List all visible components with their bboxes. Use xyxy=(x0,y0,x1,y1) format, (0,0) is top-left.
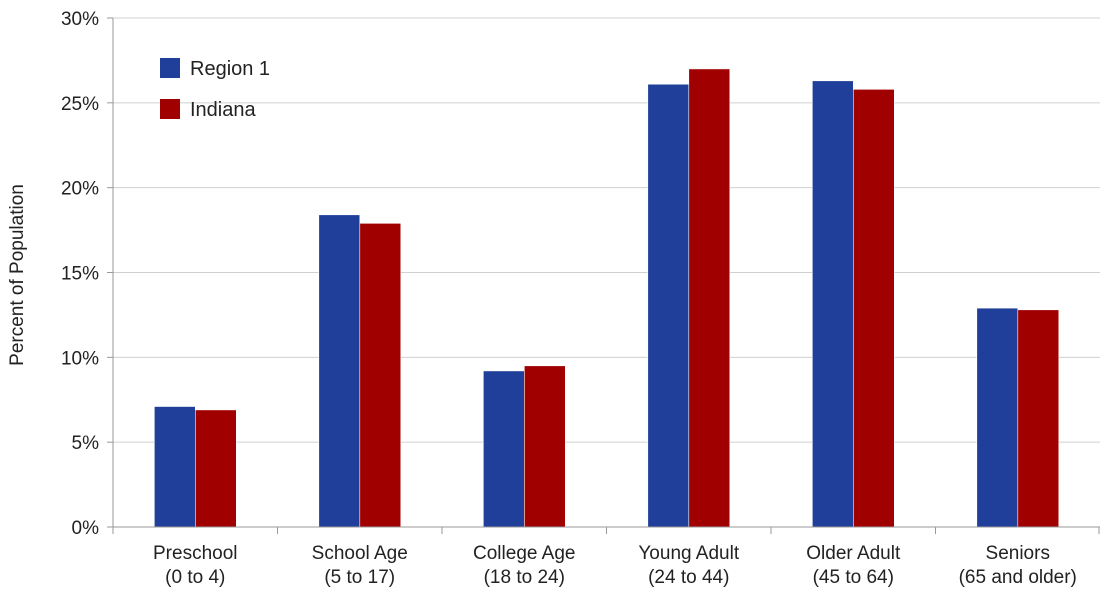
bar-indiana xyxy=(359,223,402,528)
x-category-label: College Age (18 to 24) xyxy=(473,543,575,588)
x-category-label: School Age (5 to 17) xyxy=(312,543,408,588)
bar-region-1 xyxy=(154,406,196,528)
x-category-label: Older Adult (45 to 64) xyxy=(806,543,901,588)
bar-indiana xyxy=(852,89,895,528)
y-tick-label: 10% xyxy=(61,348,99,369)
bar-indiana xyxy=(195,409,237,528)
x-category-label: Seniors (65 and older) xyxy=(959,543,1077,588)
y-tick-label: 5% xyxy=(72,433,100,454)
legend-swatch xyxy=(160,99,180,119)
axes xyxy=(112,18,1100,534)
bar-indiana xyxy=(1017,309,1060,528)
y-tick-label: 25% xyxy=(61,94,99,115)
y-tick-label: 0% xyxy=(72,518,100,539)
y-tick-label: 15% xyxy=(61,264,99,285)
x-category-label: Young Adult (24 to 44) xyxy=(638,543,739,588)
bars xyxy=(154,68,1060,528)
y-tick-label: 30% xyxy=(61,9,99,30)
legend-label: Region 1 xyxy=(190,58,270,80)
legend-swatch xyxy=(160,58,180,78)
x-category-label: Preschool (0 to 4) xyxy=(153,543,238,588)
bar-region-1 xyxy=(318,214,361,528)
y-tick-label: 20% xyxy=(61,179,99,200)
y-axis-ticks: 0% 5% 10% 15% 20% 25% 30% xyxy=(61,9,113,539)
bar-indiana xyxy=(688,68,731,528)
legend-label: Indiana xyxy=(190,99,256,121)
bar-region-1 xyxy=(647,83,690,528)
y-axis-label: Percent of Population xyxy=(7,184,28,366)
gridlines xyxy=(113,17,1100,443)
bar-indiana xyxy=(523,365,566,528)
bar-region-1 xyxy=(811,80,854,528)
bar-region-1 xyxy=(482,370,525,528)
legend: Region 1 Indiana xyxy=(160,58,270,121)
x-axis-categories: Preschool (0 to 4) School Age (5 to 17) Coll… xyxy=(153,543,1077,588)
bar-region-1 xyxy=(976,307,1019,528)
